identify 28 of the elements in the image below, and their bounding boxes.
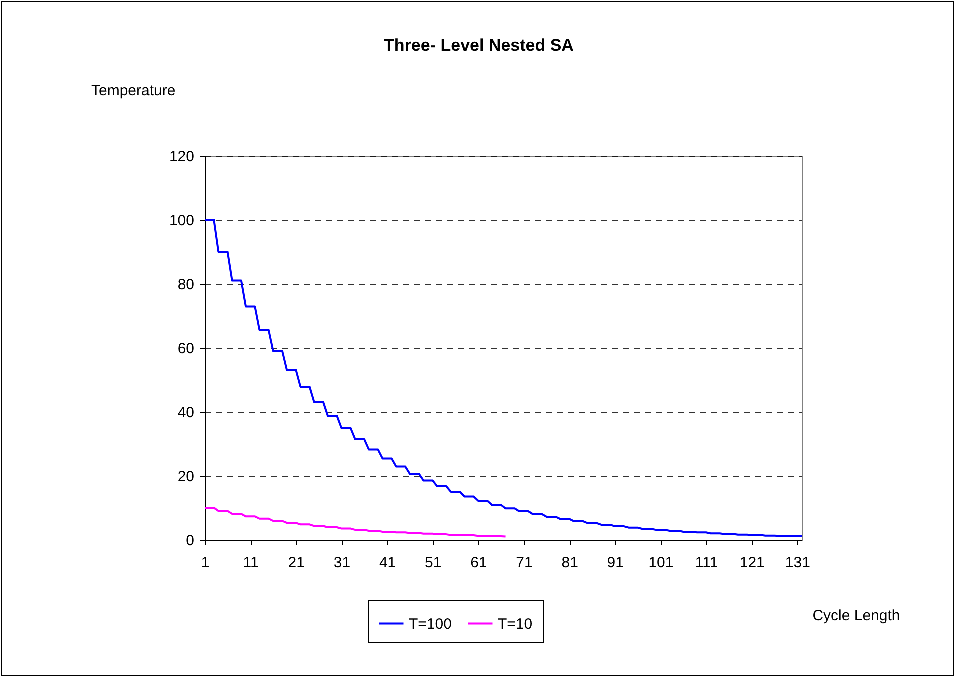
- x-tick-label: 91: [607, 554, 624, 572]
- x-tick-label: 1: [201, 554, 210, 572]
- x-tick-label: 121: [740, 554, 765, 572]
- x-tick-label: 101: [648, 554, 674, 572]
- x-tick-label: 11: [243, 554, 259, 572]
- x-tick-label: 21: [288, 554, 305, 572]
- x-tick-label: 71: [516, 554, 533, 572]
- y-tick-label: 20: [178, 468, 194, 486]
- x-tick-label: 41: [379, 554, 396, 572]
- y-tick-label: 0: [186, 532, 194, 550]
- y-tick-label: 100: [169, 212, 194, 230]
- y-tick-label: 40: [178, 404, 194, 422]
- x-axis-title: Cycle Length: [812, 608, 900, 624]
- y-tick-label: 120: [169, 148, 194, 166]
- x-tick-label: 31: [334, 554, 351, 572]
- legend-label: T=10: [498, 616, 533, 633]
- line-series: [204, 219, 803, 538]
- line-series: [204, 507, 507, 538]
- x-tick-label: 61: [470, 554, 488, 572]
- y-tick-label: 80: [178, 276, 194, 294]
- chart-title: Three- Level Nested SA: [384, 36, 574, 55]
- y-axis-title: Temperature: [92, 82, 176, 100]
- x-tick-label: 51: [425, 554, 442, 572]
- legend-label: T=100: [409, 616, 452, 633]
- x-tick-label: 131: [785, 554, 810, 572]
- x-tick-label: 111: [695, 554, 718, 572]
- y-tick-label: 60: [178, 340, 194, 358]
- x-tick-label: 81: [562, 554, 578, 572]
